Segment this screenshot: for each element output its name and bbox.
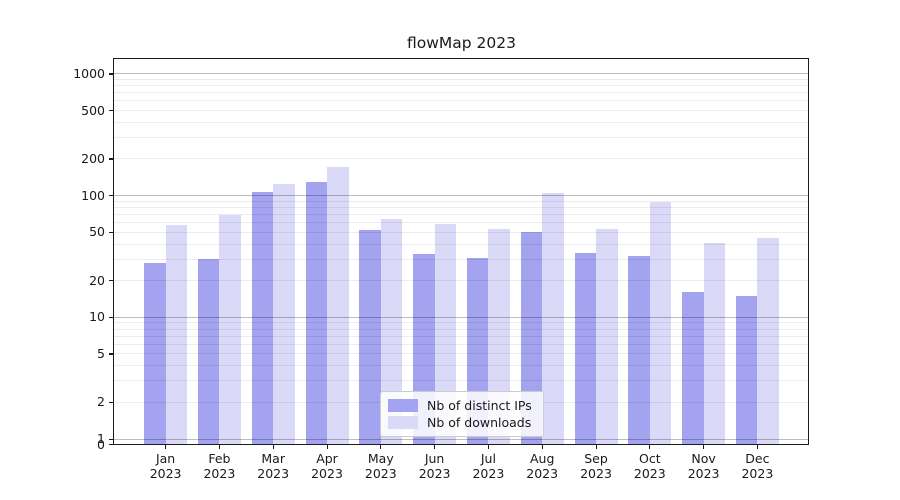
y-tick xyxy=(109,316,113,318)
legend-swatch-downloads xyxy=(388,416,418,430)
bar-distinct-ips-feb xyxy=(197,259,220,445)
y-axis-tick-label: 500 xyxy=(81,102,105,118)
y-tick xyxy=(109,195,113,197)
x-tick xyxy=(703,444,705,449)
bar-distinct-ips-may xyxy=(359,230,381,445)
x-axis-tick-label: Sep 2023 xyxy=(580,450,612,482)
bar-downloads-oct xyxy=(649,201,672,445)
chart-title: flowMap 2023 xyxy=(406,34,516,52)
y-tick xyxy=(109,73,113,75)
minor-gridline xyxy=(114,78,809,80)
y-axis-tick-label: 200 xyxy=(81,150,105,166)
x-tick xyxy=(218,444,221,449)
bar-distinct-ips-apr xyxy=(305,181,327,445)
y-axis-tick-label: 10 xyxy=(89,309,105,325)
minor-gridline xyxy=(114,231,809,233)
x-axis-tick-label: Jan 2023 xyxy=(149,450,182,482)
x-axis-tick-label: Feb 2023 xyxy=(203,450,236,482)
y-axis-tick-label: 20 xyxy=(89,272,105,288)
major-gridline xyxy=(114,195,809,197)
y-tick xyxy=(109,438,113,440)
legend-label: Nb of distinct IPs xyxy=(427,397,532,413)
minor-gridline xyxy=(114,100,809,102)
y-axis-tick-label: 1 xyxy=(97,431,105,446)
x-axis-tick-label: May 2023 xyxy=(364,450,397,482)
bar-downloads-mar xyxy=(273,184,295,445)
y-tick xyxy=(109,401,113,404)
minor-gridline xyxy=(114,158,809,160)
x-axis-tick-label: Nov 2023 xyxy=(687,450,720,482)
x-tick xyxy=(541,444,543,449)
y-tick xyxy=(109,158,113,160)
x-axis-tick-label: Oct 2023 xyxy=(633,450,666,482)
major-gridline xyxy=(114,73,809,75)
bar-downloads-sep xyxy=(596,229,618,445)
x-tick xyxy=(487,444,490,449)
bar-distinct-ips-mar xyxy=(251,192,274,445)
bar-distinct-ips-dec xyxy=(735,295,758,445)
bar-downloads-aug xyxy=(542,192,564,445)
bar-distinct-ips-sep xyxy=(574,252,596,445)
bar-downloads-apr xyxy=(327,166,349,445)
legend-item: Nb of distinct IPs xyxy=(388,398,536,413)
x-tick xyxy=(326,444,328,449)
bar-distinct-ips-jan xyxy=(144,262,166,445)
legend-item: Nb of downloads xyxy=(388,415,536,430)
legend: Nb of distinct IPs Nb of downloads xyxy=(380,391,544,437)
bar-downloads-nov xyxy=(703,242,726,445)
x-tick xyxy=(165,444,167,449)
x-axis-tick-label: Apr 2023 xyxy=(311,450,343,482)
y-tick xyxy=(109,444,113,446)
bar-downloads-may xyxy=(380,219,403,445)
legend-label: Nb of downloads xyxy=(427,415,532,431)
x-tick xyxy=(756,444,759,449)
y-axis-tick-label: 0 xyxy=(97,436,105,452)
x-axis-tick-label: Mar 2023 xyxy=(257,450,290,482)
y-axis-tick-label: 50 xyxy=(89,224,105,240)
legend-swatch-distinct-ips xyxy=(388,398,418,412)
bar-distinct-ips-oct xyxy=(628,255,650,445)
minor-gridline xyxy=(114,213,809,215)
x-axis-tick-label: Jul 2023 xyxy=(472,450,505,482)
minor-gridline xyxy=(114,200,809,202)
bar-downloads-jun xyxy=(434,224,457,445)
bar-downloads-feb xyxy=(219,215,241,445)
y-axis-tick-label: 5 xyxy=(97,345,105,361)
minor-gridline xyxy=(114,121,809,123)
bar-downloads-jan xyxy=(165,225,188,445)
x-axis-tick-label: Aug 2023 xyxy=(526,450,559,482)
y-tick xyxy=(109,280,113,282)
x-axis-tick-label: Dec 2023 xyxy=(741,450,774,482)
bar-downloads-jul xyxy=(488,229,510,445)
x-axis-tick-label: Jun 2023 xyxy=(418,450,451,482)
x-tick xyxy=(595,444,597,449)
minor-gridline xyxy=(114,137,809,139)
x-tick xyxy=(272,444,274,449)
bar-distinct-ips-nov xyxy=(682,292,704,445)
y-axis-tick-label: 1000 xyxy=(73,65,105,81)
y-tick xyxy=(109,110,113,112)
y-axis-tick-label: 2 xyxy=(97,394,105,410)
minor-gridline xyxy=(114,85,809,87)
y-tick xyxy=(109,231,113,233)
minor-gridline xyxy=(114,92,809,94)
x-tick xyxy=(380,444,382,449)
y-tick xyxy=(109,353,113,355)
minor-gridline xyxy=(114,110,809,112)
y-axis-tick-label: 100 xyxy=(81,187,105,203)
x-tick xyxy=(434,444,436,449)
minor-gridline xyxy=(114,206,809,208)
bar-downloads-dec xyxy=(757,237,779,445)
x-tick xyxy=(649,444,651,449)
minor-gridline xyxy=(114,222,809,224)
